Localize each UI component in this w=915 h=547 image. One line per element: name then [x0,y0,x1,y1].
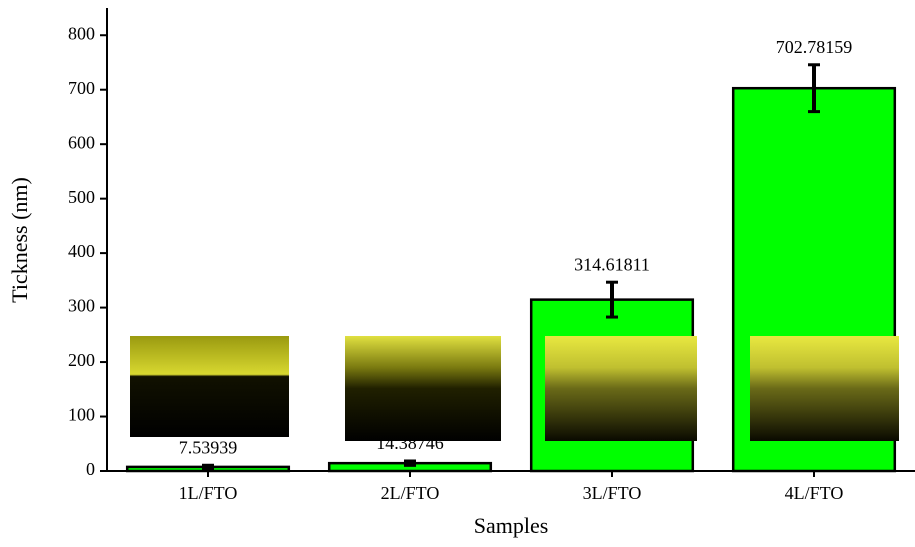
chart: Samples Tickness (nm) 1L/FTO 7.53939 2L/FT… [0,0,915,547]
y-tick-label: 700 [68,78,95,98]
y-tick-label: 800 [68,23,95,43]
y-tick-label: 600 [68,132,95,152]
x-tick-label: 1L/FTO [179,483,238,503]
y-tick-label: 200 [68,350,95,370]
x-tick-label: 2L/FTO [381,483,440,503]
y-tick-label: 500 [68,187,95,207]
sem-insets [130,336,899,441]
data-label: 314.61811 [574,254,650,274]
x-tick-label: 4L/FTO [785,483,844,503]
sem-image [345,336,501,441]
page: {"chart_data": {"type": "bar", "xlabel":… [0,0,915,547]
x-tick-label: 3L/FTO [583,483,642,503]
sem-image [545,336,697,441]
sem-image [750,336,899,441]
sem-image [130,336,289,437]
y-axis-title: Tickness (nm) [7,177,32,303]
x-axis-title: Samples [474,513,549,538]
y-tick-label: 0 [86,459,95,479]
y-tick-label: 100 [68,405,95,425]
y-tick-label: 300 [68,296,95,316]
data-label: 702.78159 [776,37,853,57]
data-label: 7.53939 [179,437,238,457]
y-tick-label: 400 [68,241,95,261]
